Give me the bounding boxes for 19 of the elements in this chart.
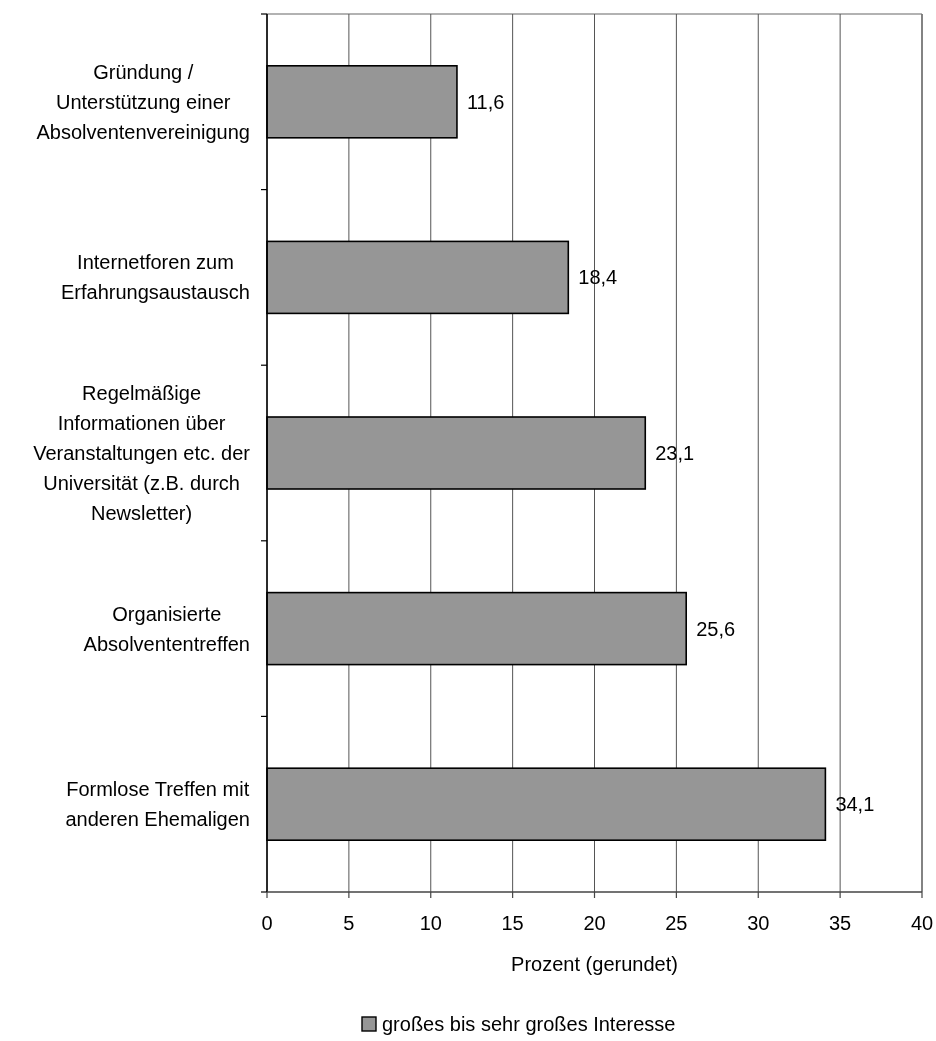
x-axis-title: Prozent (gerundet) bbox=[511, 953, 678, 975]
y-tick-label: Formlose Treffen mit anderen Ehemaligen bbox=[65, 778, 251, 831]
y-tick-label: Gründung / Unterstützung einer Absolventenvereinigung bbox=[36, 60, 251, 143]
y-tick-label: Regelmäßige Informationen über Veranstaltungen etc. der Universität (z.B. durch Newsletter) bbox=[33, 382, 251, 524]
x-tick-label: 35 bbox=[829, 912, 852, 934]
legend-label: großes bis sehr großes Interesse bbox=[382, 1013, 676, 1035]
y-tick-label: Internetforen zum Erfahrungsaustausch bbox=[60, 251, 251, 304]
data-label: 25,6 bbox=[696, 617, 736, 640]
x-tick-label: 40 bbox=[910, 912, 934, 934]
y-tick-label: Organisierte Absolvententreffen bbox=[83, 602, 250, 655]
x-tick-label: 0 bbox=[261, 912, 273, 934]
x-tick-label: 10 bbox=[419, 912, 442, 934]
data-label: 11,6 bbox=[466, 90, 505, 113]
data-label: 34,1 bbox=[835, 793, 875, 816]
x-tick-label: 20 bbox=[583, 912, 606, 934]
x-tick-label: 25 bbox=[665, 912, 688, 934]
x-tick-label: 5 bbox=[343, 912, 355, 934]
x-tick-label: 15 bbox=[501, 912, 524, 934]
x-tick-label: 30 bbox=[747, 912, 770, 934]
